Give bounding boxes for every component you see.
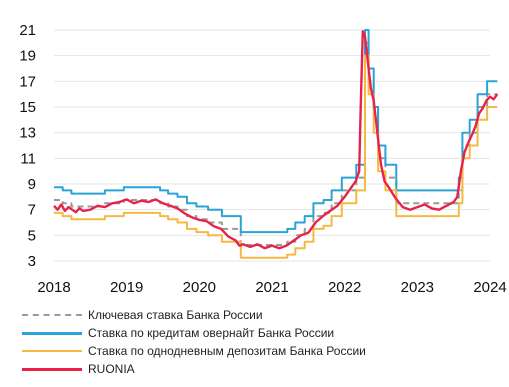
y-tick-label: 9 <box>28 176 36 193</box>
legend-label-key-rate: Ключевая ставка Банка России <box>88 308 263 322</box>
series-line-3 <box>53 30 499 250</box>
x-tick-label: 2023 <box>401 279 434 296</box>
x-axis-ticks: 2018 2019 2020 2021 2022 2023 2024 <box>37 279 506 296</box>
y-tick-label: 3 <box>28 253 36 270</box>
gridlines <box>54 29 490 262</box>
series-line-2 <box>54 54 498 259</box>
y-tick-label: 5 <box>28 227 36 244</box>
x-tick-label: 2022 <box>328 279 361 296</box>
legend-swatch-overnight-loans <box>22 331 82 335</box>
rates-line-chart: 3 5 7 9 11 13 15 17 19 21 2018 2019 2020 2021 2022 202… <box>19 22 506 296</box>
y-tick-label: 13 <box>19 125 36 142</box>
legend: Ключевая ставка Банка России Ставка по к… <box>22 306 366 378</box>
x-tick-label: 2021 <box>255 279 288 296</box>
y-tick-label: 17 <box>19 73 36 90</box>
legend-item-key-rate: Ключевая ставка Банка России <box>22 306 366 324</box>
x-tick-label: 2018 <box>37 279 70 296</box>
x-tick-label: 2019 <box>110 279 143 296</box>
y-tick-label: 7 <box>28 202 36 219</box>
legend-label-overnight-loans: Ставка по кредитам овернайт Банка России <box>88 326 335 340</box>
series-line-0 <box>54 41 498 246</box>
series-line-1 <box>54 29 498 234</box>
legend-swatch-overnight-deposits <box>22 350 82 352</box>
y-tick-label: 15 <box>19 99 36 116</box>
x-tick-label: 2024 <box>473 279 506 296</box>
y-tick-label: 19 <box>19 48 36 65</box>
legend-item-overnight-loans: Ставка по кредитам овернайт Банка России <box>22 324 366 342</box>
series-lines <box>53 29 499 259</box>
legend-label-ruonia: RUONIA <box>88 362 135 376</box>
legend-item-overnight-deposits: Ставка по однодневным депозитам Банка Ро… <box>22 342 366 360</box>
legend-label-overnight-deposits: Ставка по однодневным депозитам Банка Ро… <box>88 344 366 358</box>
y-tick-label: 11 <box>20 150 36 167</box>
legend-swatch-key-rate <box>22 314 82 316</box>
y-axis-ticks: 3 5 7 9 11 13 15 17 19 21 <box>19 22 36 270</box>
x-tick-label: 2020 <box>183 279 216 296</box>
legend-item-ruonia: RUONIA <box>22 360 366 378</box>
legend-swatch-ruonia <box>22 367 82 371</box>
y-tick-label: 21 <box>19 22 36 39</box>
